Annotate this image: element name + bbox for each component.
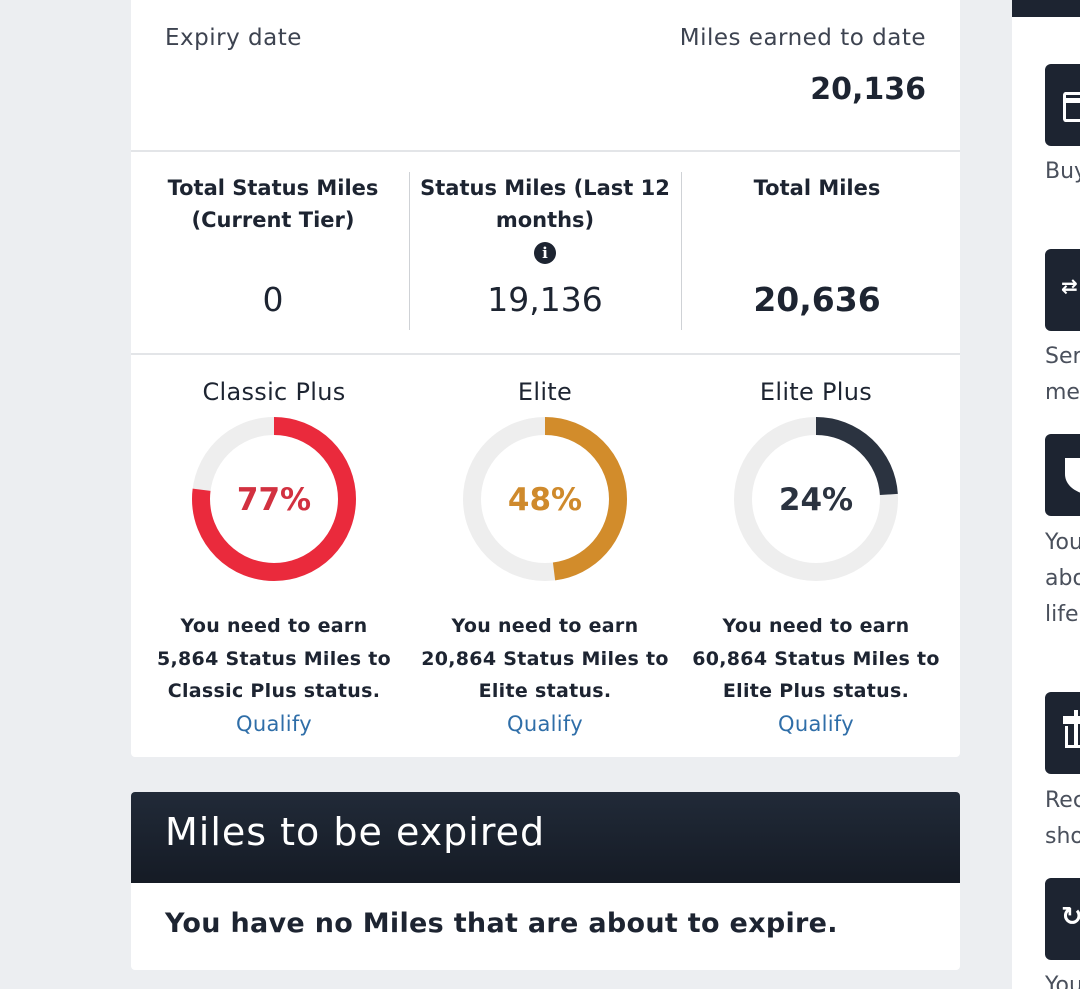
summary-top-row: Expiry date Miles earned to date 20,136 (131, 0, 960, 152)
stat-label: Total Status Miles (Current Tier) (167, 176, 379, 232)
requirement-line: You need to earn (180, 615, 368, 637)
progress-ring: 48% (463, 417, 627, 581)
stat-total-status-miles: Total Status Miles (Current Tier) 0 (137, 172, 409, 319)
sidebar-item-text: You (1045, 530, 1080, 555)
right-sidebar: Buy ⇄ Ser me × You abo life Rec sho ↻ Yo… (1012, 0, 1080, 989)
stat-value: 19,136 (487, 280, 603, 319)
requirement-line: 5,864 Status Miles to (156, 647, 391, 670)
tier-name: Elite (517, 378, 573, 406)
progress-percent: 24% (779, 482, 853, 518)
tier-elite-plus: Elite Plus 24% You need to earn 60,864 S… (680, 378, 952, 740)
sidebar-item-text: You (1045, 973, 1080, 989)
status-stats-row: Total Status Miles (Current Tier) 0 Stat… (131, 152, 960, 355)
requirement-line: Classic Plus status. (167, 680, 381, 702)
tier-name: Classic Plus (202, 378, 346, 406)
requirement-line: 60,864 Status Miles to (692, 647, 940, 670)
stat-divider (681, 172, 682, 330)
progress-ring: 77% (192, 417, 356, 581)
sidebar-item-text: life (1045, 602, 1079, 627)
sidebar-item-text: me (1045, 380, 1080, 405)
tier-name: Elite Plus (759, 378, 873, 406)
miles-earned-label: Miles earned to date (679, 25, 926, 51)
transfer-arrows-icon[interactable]: ⇄ (1045, 249, 1080, 331)
section-title: Miles to be expired (165, 810, 546, 854)
no-expiring-miles-message: You have no Miles that are about to expi… (165, 908, 838, 939)
sidebar-item-text: Buy (1045, 159, 1080, 184)
stat-label: Total Miles (753, 176, 881, 200)
qualify-link[interactable]: Qualify (778, 711, 854, 736)
stat-status-miles-12-months: Status Miles (Last 12 months) i 19,136 (409, 172, 681, 319)
progress-percent: 77% (237, 482, 311, 518)
stat-label: Status Miles (Last 12 months) (420, 176, 670, 232)
tier-requirement-text: You need to earn 60,864 Status Miles to … (680, 610, 952, 708)
sidebar-item-text: Rec (1045, 788, 1080, 813)
requirement-line: 20,864 Status Miles to (421, 647, 669, 670)
tier-classic-plus: Classic Plus 77% You need to earn 5,864 … (138, 378, 410, 740)
info-icon[interactable]: i (534, 242, 556, 264)
section-header: Miles to be expired (131, 792, 960, 883)
sidebar-item-text: Ser (1045, 344, 1080, 369)
sidebar-item-text: sho (1045, 824, 1080, 849)
stat-total-miles: Total Miles 20,636 (681, 172, 953, 319)
sidebar-item-text: abo (1045, 566, 1080, 591)
requirement-line: Elite Plus status. (722, 680, 910, 702)
progress-percent: 48% (508, 482, 582, 518)
stat-divider (409, 172, 410, 330)
expiry-date-label: Expiry date (165, 25, 302, 51)
stat-value: 0 (262, 280, 284, 319)
card-icon[interactable] (1045, 64, 1080, 146)
shield-icon[interactable]: × (1045, 434, 1080, 516)
progress-ring-arc (192, 417, 356, 581)
tier-elite: Elite 48% You need to earn 20,864 Status… (409, 378, 681, 740)
gift-icon[interactable] (1045, 692, 1080, 774)
sidebar-top-bar (1012, 0, 1080, 17)
requirement-line: You need to earn (722, 615, 910, 637)
requirement-line: You need to earn (451, 615, 639, 637)
miles-to-expire-card: Miles to be expired You have no Miles th… (131, 792, 960, 970)
miles-earned-value: 20,136 (810, 72, 926, 107)
progress-ring-arc (463, 417, 627, 581)
qualify-link[interactable]: Qualify (507, 711, 583, 736)
tier-requirement-text: You need to earn 5,864 Status Miles to C… (138, 610, 410, 708)
stat-value: 20,636 (753, 280, 881, 319)
miles-summary-card: Expiry date Miles earned to date 20,136 … (131, 0, 960, 757)
refresh-icon[interactable]: ↻ (1045, 878, 1080, 960)
requirement-line: Elite status. (478, 680, 612, 702)
tier-requirement-text: You need to earn 20,864 Status Miles to … (409, 610, 681, 708)
progress-ring: 24% (734, 417, 898, 581)
qualify-link[interactable]: Qualify (236, 711, 312, 736)
progress-ring-arc (734, 417, 898, 581)
